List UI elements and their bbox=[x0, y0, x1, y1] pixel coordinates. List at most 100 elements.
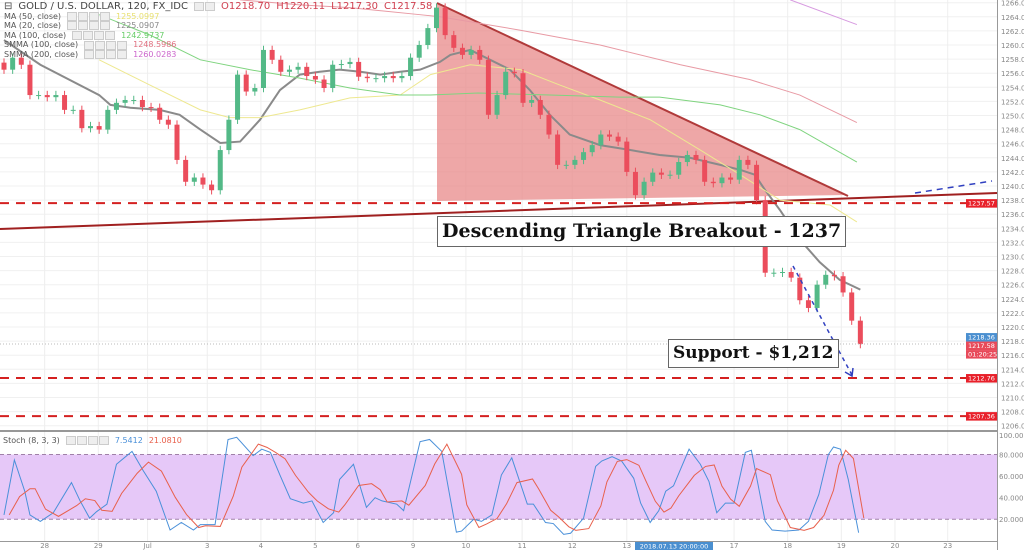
candle-body bbox=[511, 71, 517, 74]
candle-body bbox=[36, 95, 42, 97]
descending-triangle-shape[interactable] bbox=[437, 3, 848, 201]
time-tick-label: 17 bbox=[730, 542, 739, 550]
price-tick-label: 1214.00 bbox=[1001, 366, 1024, 374]
candle-body bbox=[831, 274, 837, 277]
stoch-buttons[interactable] bbox=[65, 436, 109, 445]
candle-body bbox=[805, 300, 811, 308]
indicator-label[interactable]: SMMA (100, close) bbox=[4, 40, 79, 50]
price-tick-label: 1254.00 bbox=[1001, 84, 1024, 92]
candle-body bbox=[780, 272, 785, 274]
candle-body bbox=[581, 152, 587, 160]
price-tick-label: 1232.00 bbox=[1001, 239, 1024, 247]
indicator-label[interactable]: MA (50, close) bbox=[4, 11, 62, 21]
candle-body bbox=[148, 107, 154, 109]
indicator-label[interactable]: MA (20, close) bbox=[4, 21, 62, 31]
indicator-row: MA (50, close) 1255.0997 bbox=[4, 12, 432, 22]
candle-body bbox=[771, 272, 777, 274]
crosshair-time-label: 2018.07.13 20:00:00 bbox=[640, 543, 708, 550]
stoch-tick-label: 20.0000 bbox=[999, 516, 1024, 524]
candle-body bbox=[598, 134, 604, 146]
price-tick-label: 1224.00 bbox=[1001, 296, 1024, 304]
candle-body bbox=[494, 95, 500, 115]
candle-body bbox=[88, 126, 93, 129]
candle-body bbox=[425, 28, 431, 45]
time-tick-label: Jul bbox=[142, 542, 152, 550]
time-tick-label: 10 bbox=[461, 542, 470, 550]
stoch-tick-label: 100.0000 bbox=[999, 432, 1024, 440]
support-label[interactable]: Support - $1,212 bbox=[668, 339, 839, 368]
ascending-trendline[interactable] bbox=[0, 192, 998, 230]
close-value: C1217.58 bbox=[384, 1, 433, 12]
candle-body bbox=[546, 114, 552, 135]
time-tick-label: 6 bbox=[356, 542, 361, 550]
price-tick-label: 1262.00 bbox=[1001, 28, 1024, 36]
price-label-text: 1207.36 bbox=[968, 413, 995, 421]
candle-body bbox=[321, 79, 327, 89]
candle-body bbox=[286, 69, 292, 72]
candle-body bbox=[252, 88, 258, 92]
triangle-breakout-label[interactable]: Descending Triangle Breakout - 1237 bbox=[437, 216, 847, 247]
candle-body bbox=[157, 107, 163, 120]
projection-arrows[interactable] bbox=[792, 180, 993, 378]
ma-line bbox=[98, 14, 858, 163]
indicator-label[interactable]: SMMA (200, close) bbox=[4, 49, 79, 59]
time-tick-label: 19 bbox=[837, 542, 846, 550]
candle-body bbox=[131, 99, 137, 101]
price-label-badge bbox=[966, 350, 997, 359]
candle-body bbox=[408, 57, 414, 77]
price-tick-label: 1206.00 bbox=[1001, 423, 1024, 431]
legend-buttons[interactable] bbox=[193, 2, 215, 12]
candle-body bbox=[676, 162, 682, 175]
price-label-badge bbox=[966, 199, 997, 208]
price-tick-label: 1238.00 bbox=[1001, 197, 1024, 205]
candle-body bbox=[261, 49, 266, 89]
projection-up-line[interactable] bbox=[914, 180, 993, 194]
candle-body bbox=[356, 61, 362, 77]
candle-body bbox=[70, 109, 76, 111]
horizontal-levels[interactable] bbox=[0, 202, 997, 418]
indicator-label[interactable]: MA (100, close) bbox=[4, 30, 67, 40]
indicator-row: MA (20, close) 1225.0907 bbox=[4, 21, 432, 31]
candle-body bbox=[857, 320, 863, 345]
candle-body bbox=[520, 73, 526, 103]
price-label-badge bbox=[966, 333, 997, 342]
candle-body bbox=[849, 292, 855, 321]
stoch-label[interactable]: Stoch (8, 3, 3) bbox=[3, 436, 60, 445]
indicator-value: 1260.0283 bbox=[133, 49, 177, 59]
price-tick-label: 1222.00 bbox=[1001, 310, 1024, 318]
price-tick-label: 1240.00 bbox=[1001, 183, 1024, 191]
indicator-value: 1225.0907 bbox=[116, 21, 160, 31]
triangle-upper-trendline[interactable] bbox=[436, 2, 849, 197]
candle-body bbox=[373, 78, 379, 80]
candle-body bbox=[62, 95, 68, 110]
candle-body bbox=[710, 181, 716, 184]
price-tick-label: 1236.00 bbox=[1001, 211, 1024, 219]
candle-body bbox=[399, 76, 405, 79]
indicator-buttons[interactable] bbox=[72, 31, 116, 41]
indicator-buttons[interactable] bbox=[67, 21, 111, 31]
price-axis[interactable]: 1206.00 1208.00 1210.00 1212.00 1214.00 1216.… bbox=[999, 0, 1024, 524]
candle-body bbox=[468, 49, 474, 55]
candle-body bbox=[641, 181, 647, 196]
candle-body bbox=[122, 99, 128, 103]
candle-body bbox=[658, 172, 664, 175]
candle-body bbox=[209, 184, 215, 191]
candle-body bbox=[139, 99, 145, 108]
symbol-title[interactable]: GOLD / U.S. DOLLAR, 120, FX_IDC bbox=[18, 1, 188, 12]
price-tick-label: 1218.00 bbox=[1001, 338, 1024, 346]
time-axis[interactable]: 28 29 Jul 3 4 5 6 9 10 11 12 13 17 18 19 20 23 2018.07.13… bbox=[40, 542, 952, 550]
time-tick-label: 11 bbox=[518, 542, 527, 550]
price-tick-label: 1228.00 bbox=[1001, 268, 1024, 276]
candle-body bbox=[797, 277, 803, 301]
candle-body bbox=[18, 57, 24, 65]
candle-body bbox=[693, 154, 699, 160]
collapse-icon[interactable]: ⊟ bbox=[4, 1, 13, 12]
candle-body bbox=[451, 35, 457, 48]
indicator-buttons[interactable] bbox=[84, 40, 128, 50]
candle-body bbox=[823, 274, 829, 285]
candle-body bbox=[485, 59, 491, 115]
stoch-tick-label: 80.0000 bbox=[999, 452, 1024, 460]
indicator-buttons[interactable] bbox=[84, 50, 128, 60]
indicator-buttons[interactable] bbox=[67, 11, 111, 21]
